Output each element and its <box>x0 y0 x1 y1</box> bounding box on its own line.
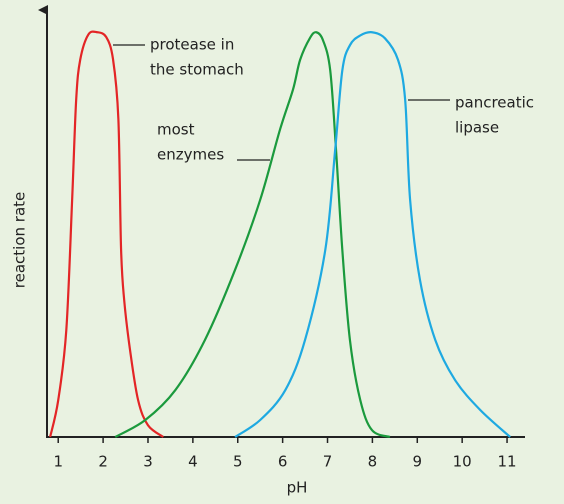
x-tick-label: 3 <box>143 453 153 471</box>
curve-label: pancreatic <box>455 94 534 112</box>
x-tick-label: 5 <box>233 453 243 471</box>
curve-label: most <box>157 121 195 139</box>
x-tick-label: 4 <box>188 453 198 471</box>
x-tick-label: 10 <box>453 453 472 471</box>
x-tick-label: 2 <box>98 453 108 471</box>
x-tick-label: 6 <box>278 453 288 471</box>
curve-label: lipase <box>455 119 499 137</box>
x-tick-label: 9 <box>413 453 423 471</box>
curve-label: the stomach <box>150 61 244 79</box>
curve <box>49 30 164 438</box>
curve <box>114 31 391 439</box>
x-tick-label: 7 <box>323 453 333 471</box>
x-tick-label: 11 <box>498 453 517 471</box>
curve-label: enzymes <box>157 146 224 164</box>
y-axis-label: reaction rate <box>11 192 29 288</box>
x-tick-label: 8 <box>368 453 378 471</box>
x-axis-label: pH <box>287 479 308 497</box>
curve-label: protease in <box>150 36 234 54</box>
x-tick-label: 1 <box>53 453 63 471</box>
curve <box>234 31 511 438</box>
